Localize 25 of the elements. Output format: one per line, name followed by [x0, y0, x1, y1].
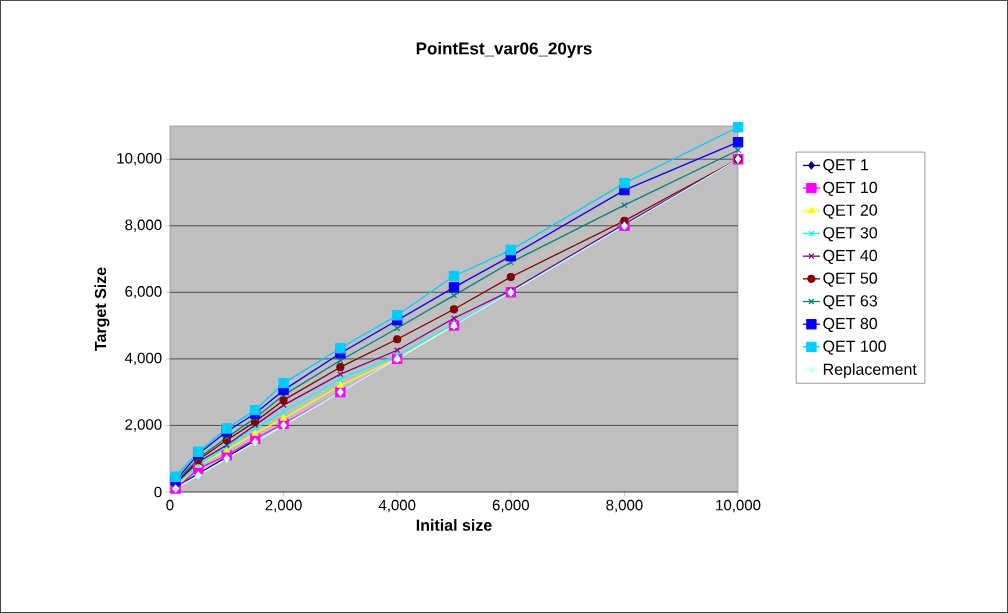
- x-axis-title: Initial size: [416, 519, 492, 531]
- chart-title: PointEst_var06_20yrs: [416, 42, 592, 58]
- y-tick-label: 6,000: [125, 286, 162, 299]
- y-tick-label: 4,000: [124, 352, 162, 366]
- legend-label: QET 40: [823, 249, 878, 265]
- x-tick-label: 4,000: [378, 499, 416, 513]
- y-tick-label: 0: [154, 486, 162, 498]
- legend-label: QET 20: [823, 204, 878, 219]
- x-tick-label: 6,000: [492, 499, 529, 513]
- x-tick-label: 10,000: [716, 499, 761, 513]
- legend-label: QET 10: [823, 181, 878, 197]
- legend-label: QET 30: [823, 227, 878, 242]
- x-tick-label: 8,000: [606, 499, 643, 513]
- legend-label: QET 80: [823, 317, 878, 333]
- legend-label: QET 1: [823, 159, 869, 174]
- y-tick-label: 8,000: [125, 219, 162, 232]
- legend-label: QET 63: [823, 295, 878, 310]
- x-tick-label: 2,000: [265, 499, 302, 513]
- legend-label: QET 50: [823, 272, 878, 287]
- x-tick-label: 0: [166, 499, 174, 511]
- y-tick-label: 2,000: [125, 419, 162, 432]
- y-tick-label: 10,000: [117, 153, 162, 166]
- legend-label: QET 100: [823, 340, 886, 355]
- y-axis-title: Target Size: [94, 267, 110, 351]
- legend-label: Replacement: [823, 363, 917, 379]
